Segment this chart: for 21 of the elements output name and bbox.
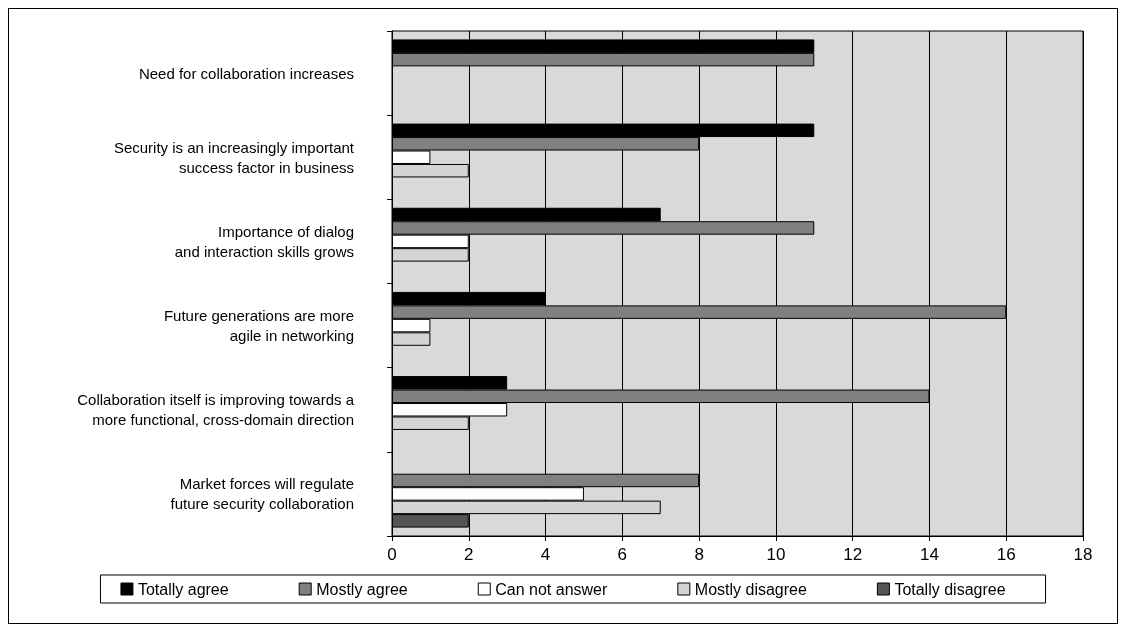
y-tick-label: Market forces will regulate future security collaboration xyxy=(170,475,354,513)
x-tick-label: 0 xyxy=(387,545,397,564)
x-tick-label: 8 xyxy=(694,545,704,564)
y-tick-label: Importance of dialog and interaction skills grows xyxy=(174,222,354,260)
x-tick-label: 14 xyxy=(919,545,939,564)
legend-label: Totally disagree xyxy=(894,580,1006,598)
x-tick-label: 16 xyxy=(996,545,1016,564)
y-tick-label: Future generations are more agile in networking xyxy=(163,307,354,345)
y-tick-label: Collaboration itself is improving towards a more functional, cross-domain direction xyxy=(77,391,355,429)
x-tick-label: 18 xyxy=(1073,545,1093,564)
x-tick-label: 4 xyxy=(540,545,551,564)
legend-label: Mostly disagree xyxy=(694,580,807,598)
y-tick-label: Need for collaboration increases xyxy=(138,64,354,82)
legend-label: Mostly agree xyxy=(316,580,408,598)
x-tick-label: 10 xyxy=(766,545,786,564)
x-tick-label: 12 xyxy=(843,545,863,564)
x-tick-label: 6 xyxy=(617,545,628,564)
y-tick-label: Security is an increasingly important success factor in business xyxy=(113,138,355,176)
legend-label: Totally agree xyxy=(137,580,229,598)
legend-label: Can not answer xyxy=(495,580,608,598)
x-tick-label: 2 xyxy=(464,545,474,564)
